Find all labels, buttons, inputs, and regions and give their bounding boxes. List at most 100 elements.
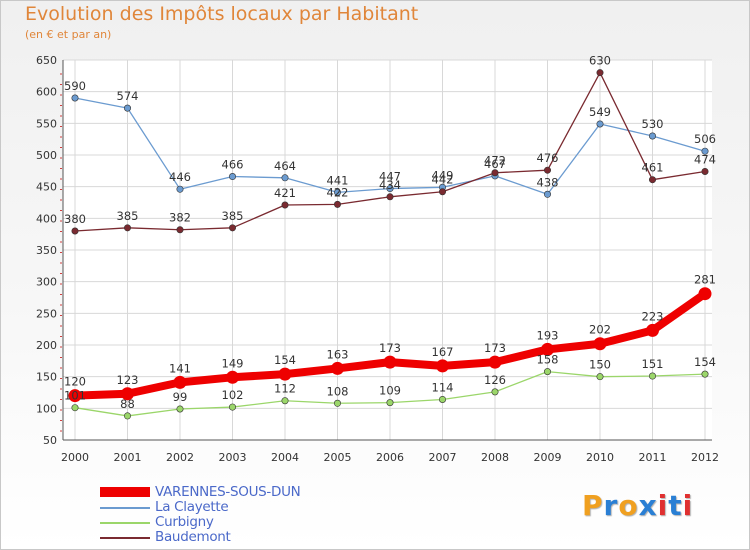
- data-point: [229, 403, 237, 411]
- y-tick-label: 200: [36, 339, 57, 352]
- x-tick-label: 2007: [429, 451, 457, 464]
- data-label: 126: [484, 373, 506, 387]
- data-label: 120: [64, 375, 86, 389]
- data-point: [488, 355, 502, 369]
- legend-label: VARENNES-SOUS-DUN: [155, 484, 301, 500]
- data-label: 108: [327, 384, 349, 398]
- data-label: 467: [484, 157, 506, 171]
- y-tick-label: 600: [36, 86, 57, 99]
- data-label: 114: [432, 380, 454, 394]
- x-tick-label: 2011: [639, 451, 667, 464]
- data-label: 476: [537, 151, 559, 165]
- data-label: 442: [432, 173, 454, 187]
- data-label: 574: [117, 89, 139, 103]
- data-point: [281, 174, 289, 182]
- data-point: [491, 169, 499, 177]
- legend-swatch: [100, 522, 150, 524]
- data-label: 112: [274, 382, 296, 396]
- legend-swatch: [100, 537, 150, 539]
- data-label: 472: [484, 154, 506, 168]
- data-point: [176, 185, 184, 193]
- data-point: [386, 185, 394, 193]
- data-point: [648, 176, 656, 184]
- data-label: 590: [64, 79, 86, 93]
- data-point: [596, 69, 604, 77]
- data-label: 464: [274, 159, 296, 173]
- data-label: 167: [432, 345, 454, 359]
- y-tick-label: 550: [36, 117, 57, 130]
- data-point: [333, 188, 341, 196]
- data-label: 158: [537, 353, 559, 367]
- data-label: 101: [64, 389, 86, 403]
- data-point: [71, 94, 79, 102]
- data-point: [596, 120, 604, 128]
- y-tick-label: 300: [36, 276, 57, 289]
- y-tick-label: 450: [36, 181, 57, 194]
- data-label: 163: [327, 347, 349, 361]
- data-label: 141: [169, 361, 191, 375]
- data-label: 193: [537, 328, 559, 342]
- data-label: 173: [484, 341, 506, 355]
- logo-letter: t: [668, 489, 683, 522]
- data-label: 154: [274, 353, 296, 367]
- logo-letter: i: [682, 489, 694, 522]
- data-point: [226, 370, 239, 384]
- data-point: [646, 323, 659, 337]
- y-tick-label: 50: [43, 434, 57, 447]
- x-tick-label: 2003: [219, 451, 247, 464]
- data-label: 449: [432, 168, 454, 182]
- data-point: [383, 355, 397, 369]
- data-label: 223: [642, 309, 664, 323]
- data-point: [124, 412, 132, 420]
- data-label: 88: [120, 397, 135, 411]
- data-label: 446: [169, 170, 191, 184]
- y-tick-label: 500: [36, 149, 57, 162]
- logo-letter: x: [638, 489, 658, 522]
- data-point: [333, 399, 341, 407]
- data-point: [124, 104, 132, 112]
- data-point: [438, 188, 446, 196]
- y-tick-label: 650: [36, 54, 57, 67]
- data-point: [543, 166, 551, 174]
- data-point: [596, 373, 604, 381]
- data-label: 123: [117, 373, 139, 387]
- y-tick-label: 150: [36, 371, 57, 384]
- data-label: 281: [694, 273, 716, 287]
- y-tick-label: 350: [36, 244, 57, 257]
- data-point: [386, 193, 394, 201]
- data-label: 422: [327, 185, 349, 199]
- x-tick-label: 2006: [376, 451, 404, 464]
- data-point: [701, 147, 709, 155]
- x-tick-label: 2008: [481, 451, 509, 464]
- data-point: [701, 167, 709, 175]
- legend-label: Curbigny: [155, 514, 214, 530]
- data-point: [176, 405, 184, 413]
- data-label: 149: [222, 356, 244, 370]
- x-tick-label: 2004: [271, 451, 299, 464]
- data-point: [68, 389, 82, 403]
- data-point: [386, 399, 394, 407]
- logo-letter: r: [603, 489, 619, 522]
- data-label: 380: [64, 212, 86, 226]
- data-point: [71, 404, 79, 412]
- data-point: [281, 397, 289, 405]
- legend-item: La Clayette: [100, 500, 400, 515]
- x-tick-label: 2001: [114, 451, 142, 464]
- data-label: 102: [222, 388, 244, 402]
- data-point: [124, 224, 132, 232]
- data-label: 530: [642, 117, 664, 131]
- data-point: [331, 361, 344, 375]
- data-label: 154: [694, 355, 716, 369]
- data-point: [541, 342, 554, 356]
- data-label: 447: [379, 170, 401, 184]
- data-label: 99: [173, 390, 188, 404]
- data-point: [648, 372, 656, 380]
- data-label: 461: [642, 161, 664, 175]
- y-tick-label: 100: [36, 402, 57, 415]
- data-label: 109: [379, 384, 401, 398]
- data-point: [229, 173, 237, 181]
- data-point: [543, 368, 551, 376]
- data-point: [648, 132, 656, 140]
- legend-swatch: [100, 487, 150, 497]
- x-tick-label: 2002: [166, 451, 194, 464]
